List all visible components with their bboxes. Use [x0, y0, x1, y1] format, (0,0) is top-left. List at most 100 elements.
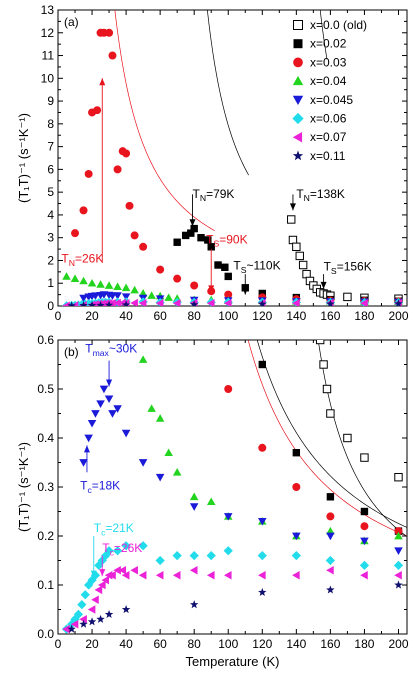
legend-label: x=0.0 (old) — [310, 18, 367, 32]
x-tick-label: 180 — [354, 309, 374, 323]
data-point — [360, 537, 369, 546]
data-point — [189, 492, 199, 501]
legend-item: x=0.04 — [292, 74, 347, 88]
series-x-0-0--old- — [315, 340, 403, 482]
annotation-arrowhead — [99, 569, 106, 577]
x-tick-label: 120 — [252, 637, 272, 651]
data-point — [393, 560, 404, 571]
annotation-arrowhead — [90, 570, 97, 578]
legend-label: x=0.06 — [310, 112, 347, 126]
data-point — [292, 532, 301, 541]
label-main: T — [94, 521, 102, 535]
annotation-arrowhead — [106, 379, 113, 387]
x-tick-label: 0 — [55, 637, 62, 651]
plot-area — [61, 340, 407, 634]
data-point — [325, 555, 336, 566]
data-point — [79, 619, 88, 628]
annotation-arrowhead — [289, 203, 296, 211]
data-point — [360, 522, 369, 531]
data-point — [155, 473, 165, 482]
label-rest: =21K — [105, 521, 133, 535]
data-point — [326, 526, 335, 535]
label-subscript: N — [304, 193, 310, 203]
data-point — [326, 409, 335, 418]
annotation-label: Tc=26K — [102, 541, 142, 557]
label-rest: =138K — [310, 187, 345, 201]
data-point — [121, 429, 131, 438]
data-point — [108, 570, 116, 580]
data-point — [79, 459, 88, 467]
annotation: Tmax~30K — [85, 342, 137, 387]
data-point — [302, 269, 311, 279]
data-point — [108, 51, 117, 60]
data-point — [394, 299, 403, 306]
data-point — [292, 299, 300, 306]
annotation-arrowhead — [189, 219, 196, 227]
data-point — [96, 280, 105, 288]
annotation-label: Tc=18K — [80, 478, 120, 494]
legend-label: x=0.045 — [310, 93, 353, 107]
data-point — [130, 566, 138, 575]
data-point — [292, 75, 304, 86]
data-point — [96, 300, 105, 306]
panel-a: 0 20 40 60 80 100 120 140 160 180 2000123456789101… — [16, 3, 409, 323]
plot-area — [61, 10, 404, 306]
data-point — [155, 555, 165, 566]
annotation: TS=90K — [206, 232, 248, 293]
data-point — [293, 57, 303, 68]
x-tick-label: 180 — [354, 637, 374, 651]
data-point — [257, 550, 267, 561]
x-tick-label: 100 — [218, 309, 238, 323]
data-point — [224, 272, 232, 281]
data-point — [112, 546, 123, 556]
data-point — [221, 263, 229, 271]
data-point — [147, 404, 156, 412]
annotation: TS=156K — [320, 260, 372, 289]
data-point — [125, 201, 134, 210]
data-point — [155, 414, 165, 422]
data-point — [189, 566, 198, 575]
y-tick-label: 7 — [47, 140, 54, 154]
x-tick-label: 20 — [85, 637, 99, 651]
data-point — [91, 292, 100, 301]
label-main: T — [324, 260, 332, 274]
data-point — [190, 281, 199, 290]
data-point — [172, 570, 181, 580]
data-point — [298, 260, 308, 270]
annotation-label: Tc=21K — [94, 521, 134, 537]
data-point — [189, 550, 199, 561]
data-point — [147, 291, 156, 299]
data-point — [91, 595, 99, 604]
y-tick-label: 0.6 — [37, 333, 54, 347]
data-point — [138, 541, 148, 551]
data-point — [121, 300, 131, 306]
data-point — [326, 532, 335, 541]
data-point — [360, 299, 368, 306]
data-point — [138, 299, 147, 306]
data-point — [214, 261, 222, 269]
data-point — [295, 251, 304, 261]
data-point — [67, 301, 76, 306]
label-subscript: S — [213, 239, 219, 249]
data-point — [94, 585, 103, 595]
data-point — [292, 112, 304, 125]
data-point — [223, 299, 232, 306]
panel-b: 0 20 40 60 80 100 120 140 160 180 200 0.0 0.1 0.2 0.3 0… — [16, 333, 409, 669]
x-tick-label: 200 — [388, 309, 408, 323]
data-point — [258, 360, 266, 369]
data-point — [87, 278, 97, 287]
annotation: Tc=26K — [99, 541, 142, 577]
data-point — [96, 614, 105, 623]
data-point — [113, 298, 121, 306]
data-point — [293, 39, 303, 49]
y-tick-label: 0.3 — [37, 480, 54, 494]
data-point — [292, 132, 303, 143]
data-point — [206, 550, 216, 561]
label-subscript: c — [87, 485, 92, 495]
data-point — [292, 570, 300, 580]
data-point — [189, 503, 199, 511]
data-point — [189, 300, 199, 306]
data-point — [326, 493, 335, 501]
label-rest: =26K — [75, 252, 103, 266]
data-point — [394, 580, 403, 589]
